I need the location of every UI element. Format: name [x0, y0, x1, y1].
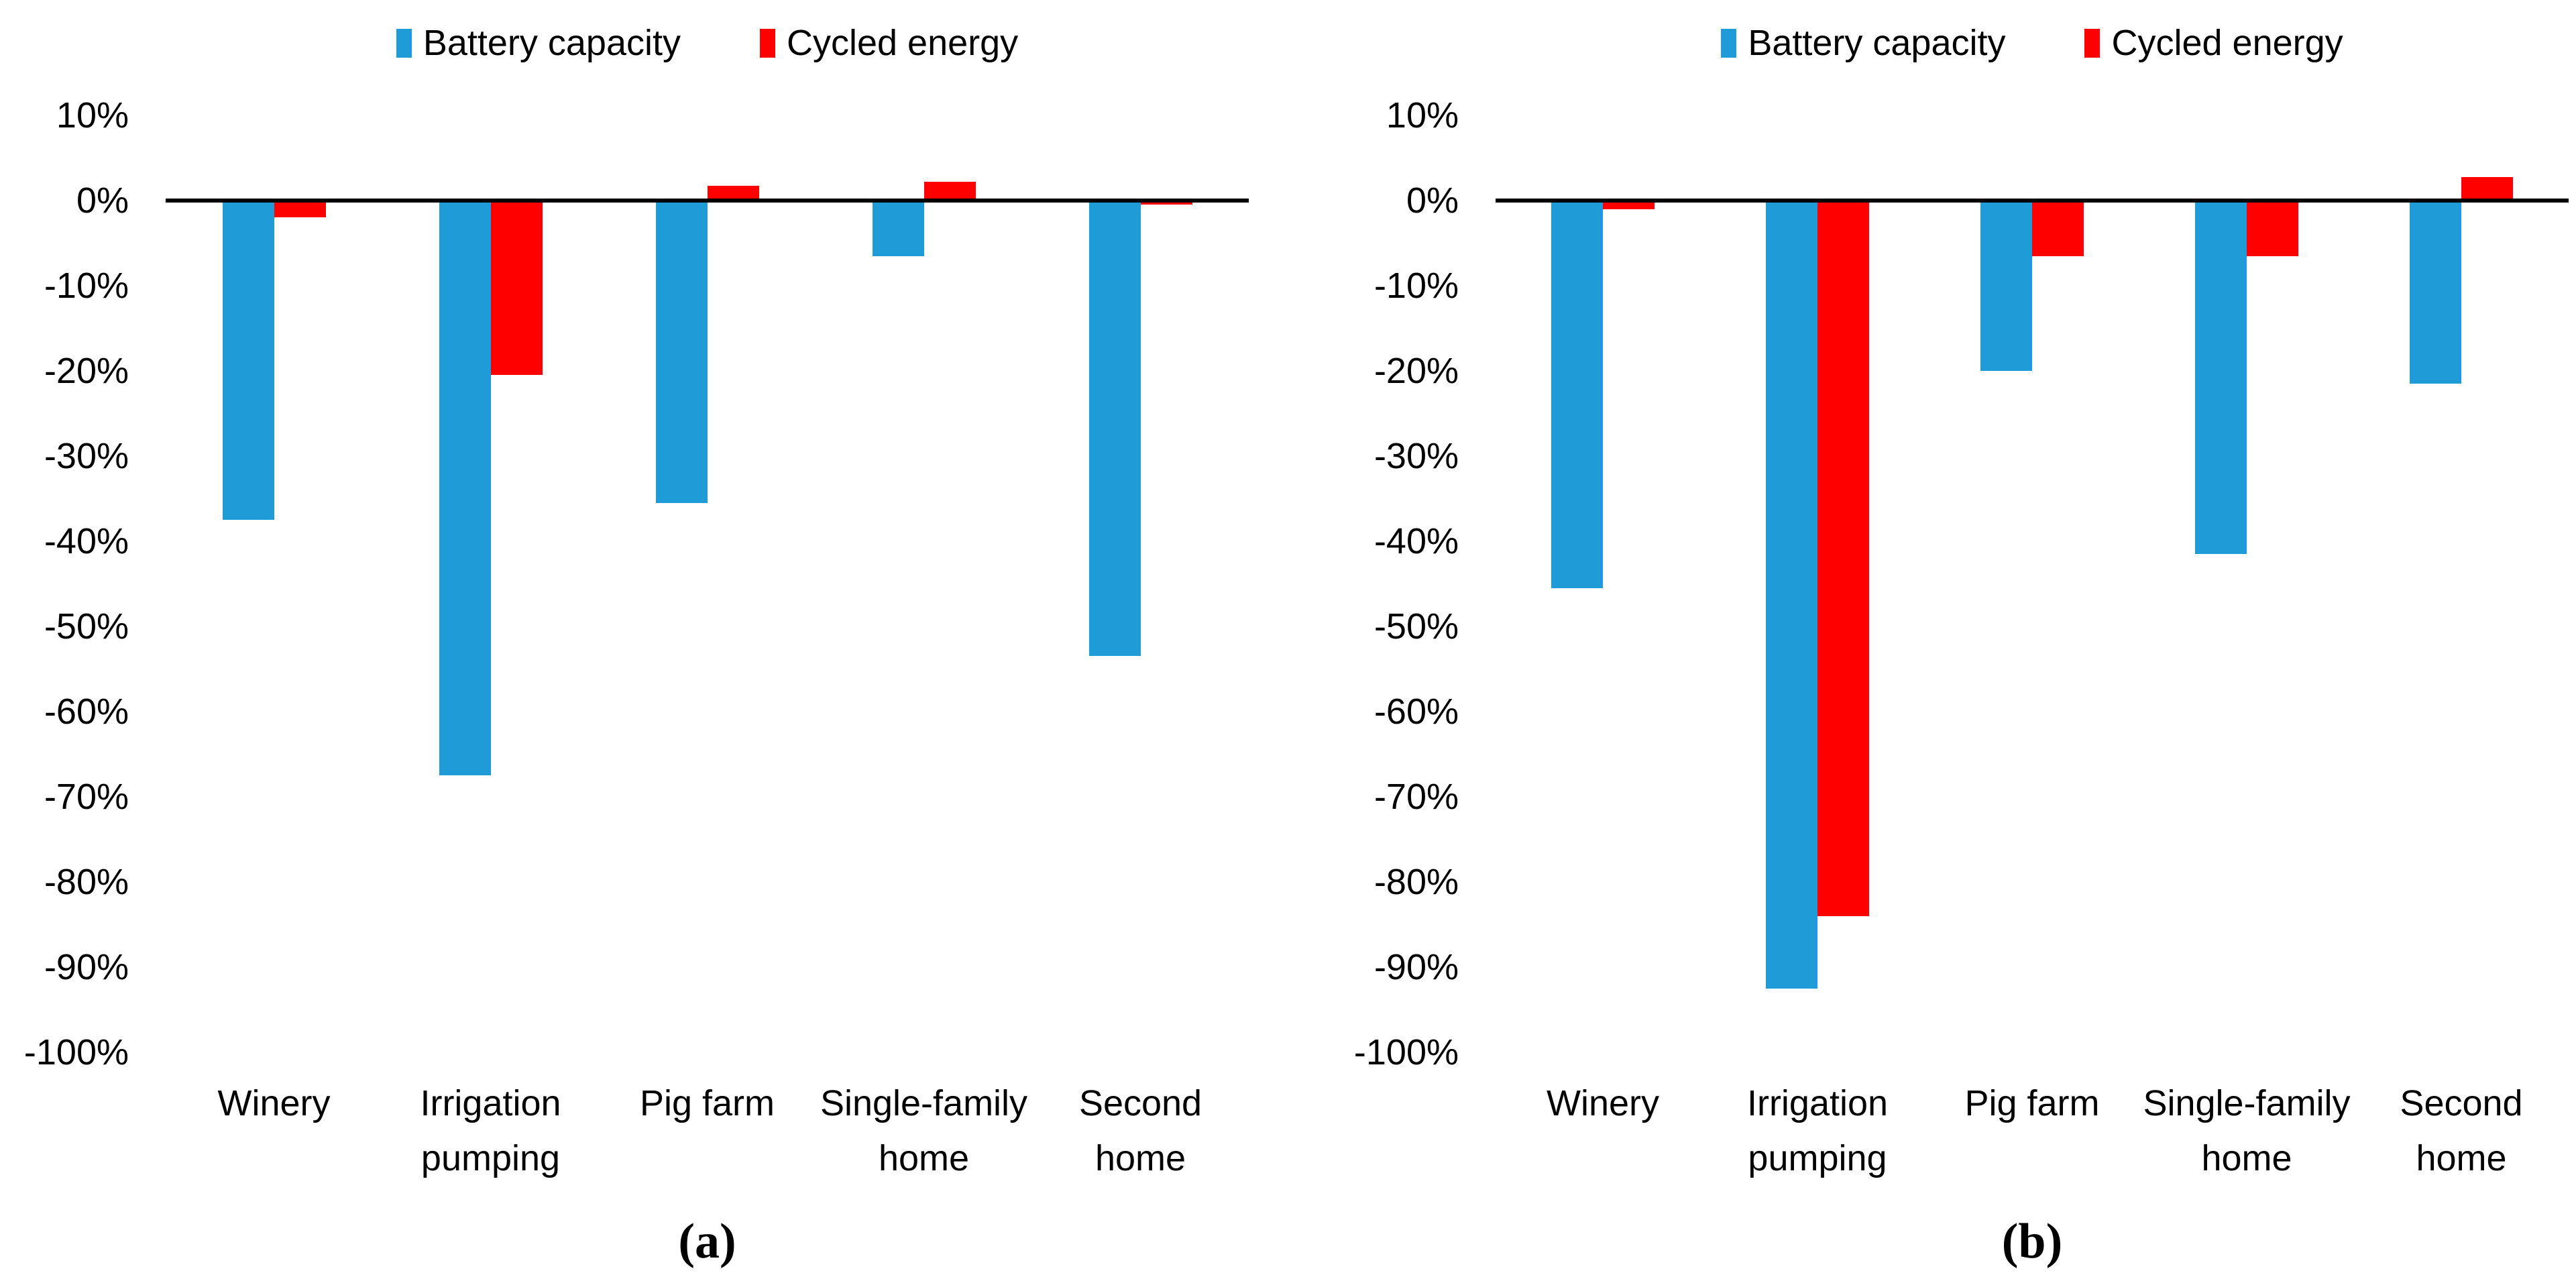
category-label-pig-farm: Pig farm	[639, 1083, 775, 1123]
bar-cycled-energy-irrigation-pumping	[1817, 201, 1869, 916]
panel-caption-b: (b)	[2001, 1214, 2063, 1269]
bar-battery-capacity-irrigation-pumping	[439, 201, 491, 776]
category-label-winery: Winery	[1546, 1083, 1659, 1123]
bar-cycled-energy-single-family-home	[923, 181, 976, 199]
bar-cycled-energy-pig-farm	[2032, 201, 2084, 256]
legend-label: Battery capacity	[1748, 23, 2006, 63]
legend-label: Battery capacity	[423, 23, 681, 63]
bar-battery-capacity-single-family-home	[2195, 201, 2247, 555]
bar-cycled-energy-single-family-home	[2247, 201, 2298, 256]
category-label-pig-farm: Pig farm	[1964, 1083, 2100, 1123]
bar-battery-capacity-irrigation-pumping	[1766, 201, 1817, 989]
bar-cycled-energy-winery	[274, 201, 326, 218]
y-axis-tick-label: 10%	[1386, 95, 1459, 135]
bar-battery-capacity-winery	[222, 201, 274, 520]
y-axis-tick-label: -60%	[1374, 691, 1459, 732]
chart-panel-b: Battery capacity Cycled energy 10% 0% -10% -2…	[1288, 0, 2575, 1277]
bar-battery-capacity-winery	[1551, 201, 1603, 588]
bar-battery-capacity-second-home	[1088, 201, 1141, 657]
y-axis-tick-label: -80%	[1374, 862, 1459, 902]
cycled-energy-swatch-icon	[2084, 28, 2101, 58]
y-axis-tick-label: -90%	[44, 947, 129, 987]
y-axis-tick-label: 10%	[56, 95, 129, 135]
category-label-winery: Winery	[217, 1083, 331, 1123]
legend-label: Cycled energy	[2111, 23, 2343, 63]
y-axis-tick-label: -40%	[44, 521, 129, 561]
y-axis-tick-label: -10%	[44, 266, 129, 306]
y-axis-tick-label: -50%	[1374, 606, 1459, 647]
legend: Battery capacity Cycled energy	[1496, 12, 2569, 74]
bar-battery-capacity-pig-farm	[655, 201, 708, 503]
y-axis-tick-label: -80%	[44, 862, 129, 902]
category-label-second-home: Second home	[1078, 1083, 1202, 1178]
y-axis-tick-label: -40%	[1374, 521, 1459, 561]
y-axis-tick-label: -10%	[1374, 266, 1459, 306]
bar-battery-capacity-pig-farm	[1980, 201, 2032, 371]
bar-cycled-energy-irrigation-pumping	[490, 201, 543, 376]
y-axis-tick-label: -70%	[44, 777, 129, 817]
y-axis-tick-label: -60%	[44, 691, 129, 732]
y-axis-tick-label: -70%	[1374, 777, 1459, 817]
y-axis-tick-label: 0%	[1406, 180, 1459, 221]
panel-caption-a: (a)	[678, 1214, 736, 1269]
category-label-single-family-home: Single-family home	[820, 1083, 1028, 1178]
bar-cycled-energy-pig-farm	[707, 185, 759, 199]
battery-capacity-swatch-icon	[396, 28, 412, 58]
y-axis-tick-label: -100%	[23, 1032, 129, 1072]
y-axis-tick-label: -20%	[1374, 351, 1459, 391]
cycled-energy-swatch-icon	[759, 28, 775, 58]
bar-cycled-energy-second-home	[1140, 201, 1192, 205]
y-axis-tick-label: -50%	[44, 606, 129, 647]
legend-label: Cycled energy	[786, 23, 1019, 63]
chart-panel-a: Battery capacity Cycled energy 10% 0% -10% -2…	[23, 12, 1249, 1269]
bar-battery-capacity-second-home	[2410, 201, 2461, 384]
legend-item-battery-capacity: Battery capacity	[1721, 25, 2005, 61]
y-axis-tick-label: 0%	[76, 180, 129, 221]
x-axis-zero-line	[1496, 199, 2569, 203]
legend-item-cycled-energy: Cycled energy	[759, 23, 1019, 63]
legend-item-battery-capacity: Battery capacity	[396, 25, 681, 61]
category-label-single-family-home: Single-family home	[2143, 1083, 2351, 1178]
battery-capacity-swatch-icon	[1721, 28, 1737, 58]
y-axis-tick-label: -100%	[1353, 1032, 1459, 1072]
category-label-second-home: Second home	[2400, 1083, 2523, 1178]
y-axis-tick-label: -90%	[1374, 947, 1459, 987]
y-axis-tick-label: -20%	[44, 351, 129, 391]
bar-cycled-energy-winery	[1603, 201, 1655, 209]
y-axis-tick-label: -30%	[44, 436, 129, 476]
category-label-irrigation-pumping: Irrigation pumping	[420, 1083, 561, 1178]
category-label-irrigation-pumping: Irrigation pumping	[1746, 1083, 1889, 1178]
legend-item-cycled-energy: Cycled energy	[2084, 25, 2343, 61]
bar-cycled-energy-second-home	[2461, 177, 2513, 199]
x-axis-zero-line	[166, 199, 1249, 203]
legend: Battery capacity Cycled energy	[166, 12, 1249, 74]
bar-battery-capacity-single-family-home	[872, 201, 924, 256]
y-axis-tick-label: -30%	[1374, 436, 1459, 476]
